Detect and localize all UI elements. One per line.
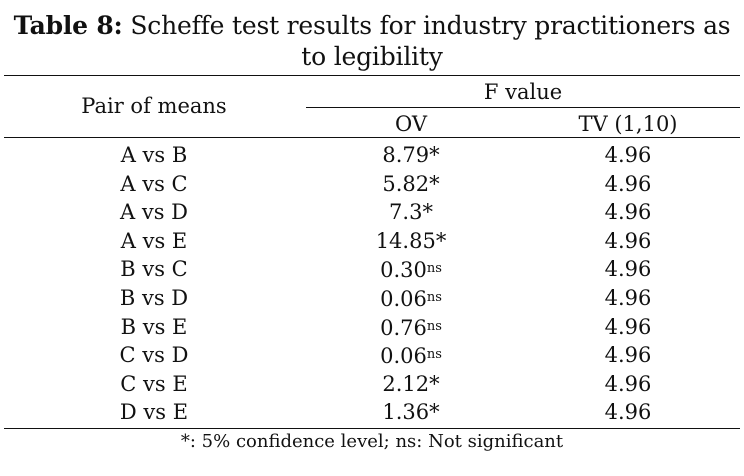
cell-pair-of-means: C vs E bbox=[120, 371, 188, 396]
table-body: A vs B 8.79* 4.96 A vs C 5.82* 4.96 A vs D 7.3*… bbox=[4, 141, 740, 427]
header-f-value: F value bbox=[483, 80, 563, 104]
header-bottom-rule bbox=[4, 137, 740, 138]
cell-ov: 0.06ns bbox=[306, 284, 516, 313]
table-row: A vs B 8.79* 4.96 bbox=[4, 141, 740, 170]
cell-ov-significance: * bbox=[435, 228, 447, 253]
table-row: C vs D 0.06ns 4.96 bbox=[4, 341, 740, 370]
cell-tv: 4.96 bbox=[604, 171, 652, 196]
cell-tv: 4.96 bbox=[604, 371, 652, 396]
cell-pair-of-means: B vs D bbox=[119, 285, 189, 310]
cell-ov-value: 7.3 bbox=[389, 200, 423, 225]
cell-ov-value: 14.85 bbox=[375, 228, 436, 253]
cell-ov-value: 0.76 bbox=[380, 315, 427, 340]
table-row: A vs D 7.3* 4.96 bbox=[4, 198, 740, 227]
cell-ov-significance: ns bbox=[426, 318, 442, 334]
header-pair-of-means: Pair of means bbox=[81, 94, 227, 118]
cell-pair-of-means: A vs B bbox=[120, 143, 188, 167]
cell-tv: 4.96 bbox=[604, 314, 652, 339]
cell-tv: 4.96 bbox=[604, 400, 652, 425]
cell-ov-value: 0.06 bbox=[380, 286, 427, 311]
table-row: B vs C 0.30ns 4.96 bbox=[4, 255, 740, 284]
cell-tv: 4.96 bbox=[604, 143, 652, 167]
cell-tv: 4.96 bbox=[604, 228, 652, 253]
cell-ov-significance: * bbox=[429, 171, 440, 196]
cell-ov: 2.12* bbox=[306, 370, 516, 398]
cell-ov-significance: * bbox=[429, 371, 440, 396]
table-row: A vs E 14.85* 4.96 bbox=[4, 227, 740, 256]
cell-tv: 4.96 bbox=[604, 200, 652, 225]
header-ov: OV bbox=[394, 112, 427, 136]
cell-ov: 5.82* bbox=[306, 170, 516, 198]
cell-ov: 8.79* bbox=[306, 141, 516, 169]
table-row: C vs E 2.12* 4.96 bbox=[4, 370, 740, 399]
cell-ov: 1.36* bbox=[306, 398, 516, 426]
cell-tv: 4.96 bbox=[604, 343, 652, 368]
table-row: B vs D 0.06ns 4.96 bbox=[4, 284, 740, 313]
table-caption: Table 8: Scheffe test results for indust… bbox=[0, 10, 744, 72]
cell-pair-of-means: D vs E bbox=[119, 400, 189, 425]
cell-pair-of-means: B vs E bbox=[120, 314, 188, 339]
cell-pair-of-means: A vs C bbox=[120, 171, 188, 196]
cell-ov-significance: ns bbox=[426, 261, 442, 277]
cell-ov: 0.30ns bbox=[306, 255, 516, 284]
cell-ov-value: 2.12 bbox=[382, 371, 430, 396]
header-tv: TV (1,10) bbox=[578, 112, 678, 136]
cell-tv: 4.96 bbox=[604, 285, 652, 310]
table-footnote: *: 5% confidence level; ns: Not signific… bbox=[180, 431, 564, 452]
table-row: D vs E 1.36* 4.96 bbox=[4, 398, 740, 427]
cell-ov-significance: * bbox=[422, 200, 433, 225]
cell-pair-of-means: A vs E bbox=[120, 228, 188, 253]
cell-ov-value: 8.79 bbox=[382, 143, 430, 167]
cell-ov-value: 0.06 bbox=[380, 344, 427, 369]
table-caption-text: Scheffe test results for industry practi… bbox=[130, 11, 731, 71]
cell-ov-significance: * bbox=[429, 143, 440, 167]
table-bottom-rule bbox=[4, 428, 740, 429]
cell-ov: 0.06ns bbox=[306, 341, 516, 370]
cell-pair-of-means: C vs D bbox=[119, 343, 189, 368]
table-caption-label: Table 8: bbox=[13, 11, 123, 40]
cell-ov-value: 0.30 bbox=[380, 258, 427, 283]
cell-pair-of-means: B vs C bbox=[120, 257, 188, 282]
cell-ov-significance: ns bbox=[426, 347, 442, 363]
cell-ov-value: 5.82 bbox=[382, 171, 430, 196]
table-row: A vs C 5.82* 4.96 bbox=[4, 170, 740, 199]
f-value-subheader-rule bbox=[306, 107, 740, 108]
cell-ov: 14.85* bbox=[306, 227, 516, 255]
cell-pair-of-means: A vs D bbox=[120, 200, 188, 225]
table-row: B vs E 0.76ns 4.96 bbox=[4, 313, 740, 342]
cell-tv: 4.96 bbox=[604, 257, 652, 282]
cell-ov-significance: ns bbox=[426, 289, 442, 305]
cell-ov-significance: * bbox=[429, 400, 440, 425]
table-top-rule bbox=[4, 75, 740, 76]
cell-ov: 0.76ns bbox=[306, 313, 516, 342]
cell-ov: 7.3* bbox=[306, 198, 516, 226]
cell-ov-value: 1.36 bbox=[382, 400, 430, 425]
